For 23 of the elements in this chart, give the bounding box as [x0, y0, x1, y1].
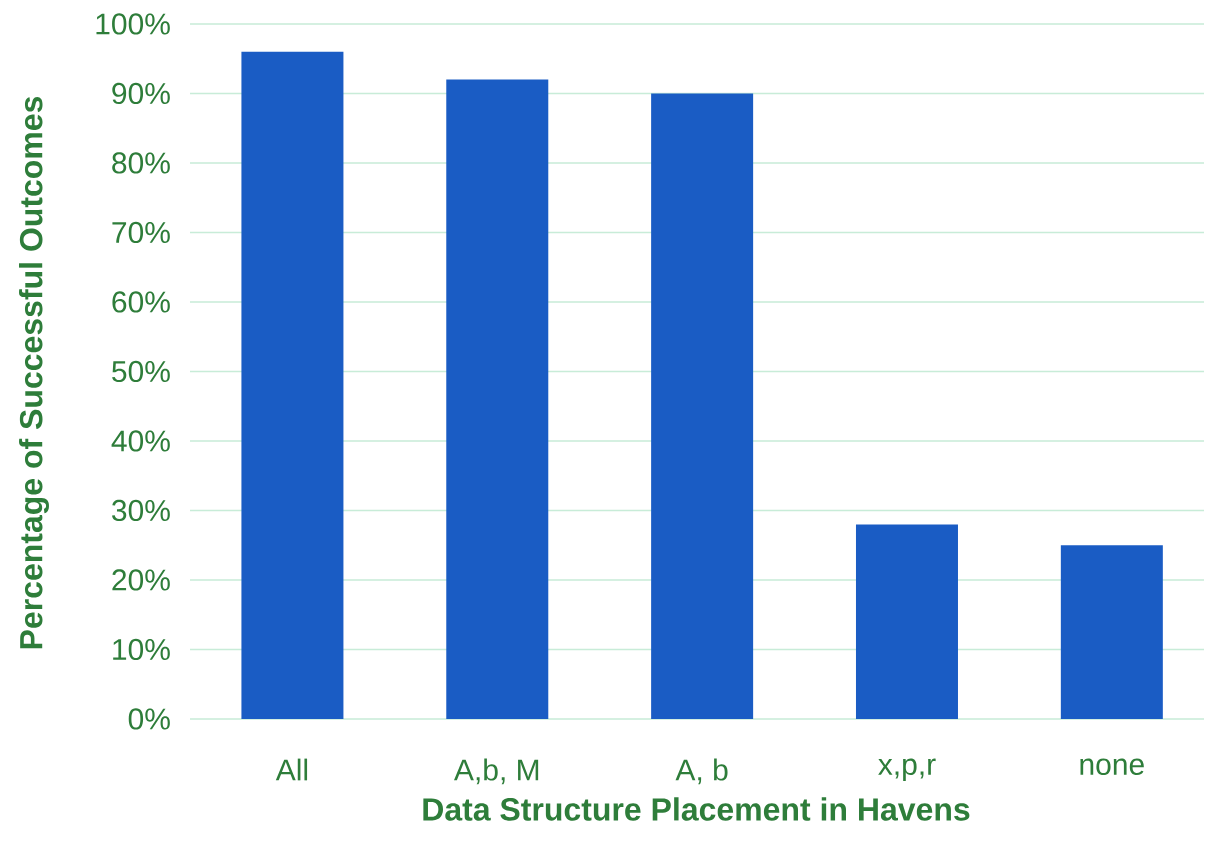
x-tick-label: A,b, M: [454, 758, 539, 785]
bar: [1060, 545, 1163, 719]
y-tick-label: 60%: [112, 291, 170, 313]
y-tick-label: 100%: [96, 13, 170, 35]
y-tick-label: 30%: [112, 499, 170, 522]
bar: [855, 524, 958, 719]
y-tick-label: 80%: [112, 152, 170, 174]
y-tick-label: 50%: [112, 360, 170, 383]
y-tick-label: 40%: [111, 430, 170, 452]
x-tick-label: All: [275, 758, 308, 781]
bar: [651, 93, 754, 719]
y-tick-label: 10%: [113, 638, 170, 661]
y-tick-label: 70%: [112, 221, 170, 244]
y-axis-title: Percentage of Successful Outcomes: [19, 96, 49, 649]
bar: [241, 51, 344, 719]
x-tick-label: none: [1080, 758, 1144, 776]
y-tick-label: 90%: [112, 82, 170, 105]
x-tick-label: x,p,r: [878, 758, 936, 781]
x-axis-title: Data Structure Placement in Havens: [423, 797, 970, 821]
bar: [446, 79, 549, 719]
y-tick-label: 0%: [128, 708, 170, 730]
y-tick-label: 20%: [112, 569, 170, 591]
x-tick-label: A, b: [675, 758, 728, 785]
